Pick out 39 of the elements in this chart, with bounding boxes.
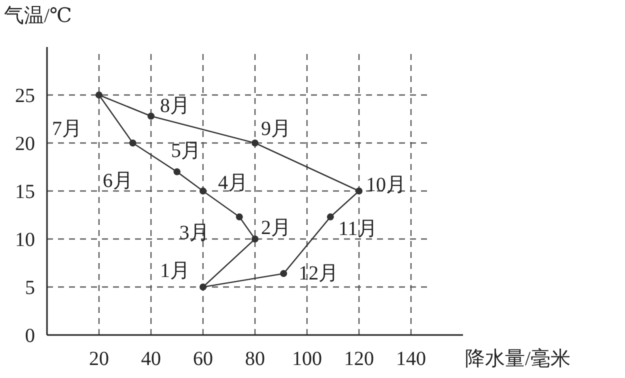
point: [236, 213, 243, 220]
y-tick-label: 15: [15, 181, 35, 203]
annotation: 4月: [218, 172, 248, 194]
annotation: 7月: [52, 118, 82, 140]
point: [200, 188, 206, 194]
point: [174, 168, 180, 176]
annotation: 9月: [261, 118, 291, 140]
x-tick-label: 60: [193, 348, 213, 370]
x-tick-label: 120: [344, 348, 374, 370]
x-axis-title: 降水量/毫米: [465, 347, 571, 370]
point: [148, 112, 154, 120]
annotation: 6月: [102, 170, 133, 192]
x-tick-label: 20: [89, 348, 109, 370]
x-tick-label: 80: [245, 348, 265, 370]
annotation: 5月: [171, 140, 201, 162]
y-axis-title: 气温/℃: [4, 5, 72, 27]
point: [200, 284, 206, 290]
annotation: 2月: [261, 217, 291, 239]
x-tick-label: 140: [396, 348, 426, 370]
y-tick-label: 0: [25, 325, 35, 347]
y-tick-label: 5: [25, 277, 35, 299]
point: [356, 188, 362, 194]
annotation: 1月: [160, 260, 190, 282]
point: [96, 92, 102, 98]
annotation: 10月: [366, 174, 406, 196]
point: [326, 213, 334, 220]
annotation: 12月: [298, 262, 339, 285]
point: [280, 270, 288, 278]
point: [252, 236, 258, 242]
annotation: 3月: [179, 222, 210, 244]
y-tick-label: 20: [15, 133, 35, 155]
point: [129, 140, 136, 146]
y-tick-label: 25: [15, 85, 35, 107]
x-tick-label: 100: [292, 348, 322, 370]
point: [252, 140, 258, 146]
annotation: 8月: [160, 95, 190, 118]
y-tick-label: 10: [15, 229, 35, 251]
x-tick-label: 40: [141, 348, 161, 370]
annotation: 11月: [338, 218, 378, 240]
